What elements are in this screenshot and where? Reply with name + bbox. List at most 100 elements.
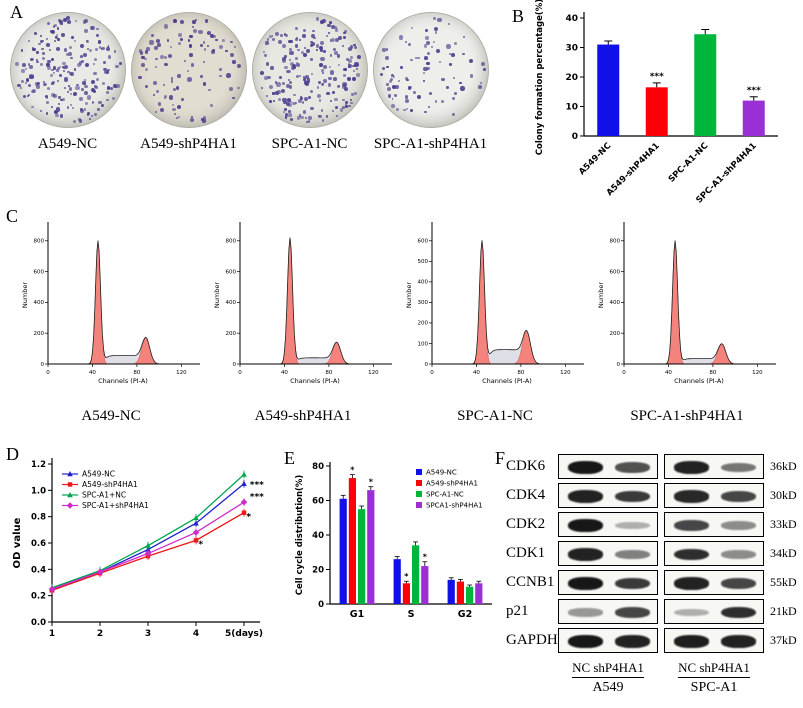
colony-dot [269, 99, 272, 103]
colony-dot [352, 70, 355, 73]
colony-dot [27, 63, 30, 66]
colony-dot [42, 80, 46, 84]
colony-dot [309, 43, 313, 48]
colony-dot [389, 77, 394, 82]
colony-dot [91, 101, 95, 105]
blot-box [558, 454, 658, 479]
colony-dot [230, 40, 234, 44]
colony-dot [178, 42, 181, 45]
protein-band [615, 490, 650, 503]
colony-dot [60, 98, 63, 102]
y-tick-label: 100 [418, 341, 429, 347]
colony-dot [289, 47, 293, 51]
bar [421, 566, 429, 604]
colony-dot [354, 45, 357, 49]
colony-dot [321, 71, 324, 74]
colony-dot [288, 40, 292, 44]
colony-dot [434, 31, 438, 34]
colony-dot [167, 54, 172, 59]
colony-dot [287, 113, 292, 117]
x-tick-label: 0 [238, 370, 242, 376]
protein-band [721, 462, 756, 473]
colony-dot [160, 107, 164, 112]
legend-swatch [416, 491, 422, 497]
marker-triangle [67, 492, 73, 498]
colony-dot [289, 118, 293, 122]
colony-dot [328, 76, 333, 81]
colony-dot [315, 44, 319, 48]
bar [402, 583, 410, 604]
colony-dot [334, 25, 337, 29]
colony-dot [166, 39, 170, 42]
colony-dot [399, 66, 403, 69]
x-tick-label: 0 [622, 370, 626, 376]
colony-dot [212, 49, 216, 53]
colony-dot [101, 46, 105, 51]
colony-dot [78, 97, 83, 102]
x-tick-label: 80 [325, 370, 332, 376]
s-phase-area [240, 237, 390, 364]
blot-box [664, 483, 764, 508]
protein-band [721, 550, 756, 559]
colony-dot [275, 91, 279, 95]
protein-band [568, 577, 603, 590]
colony-dot [299, 96, 303, 101]
colony-dot [139, 51, 144, 55]
colony-dot [267, 76, 271, 80]
colony-dot [331, 90, 335, 94]
bar [456, 581, 464, 604]
protein-band [721, 578, 756, 589]
cell-line-label: SPC-A1 [690, 680, 738, 695]
colony-dot [200, 75, 203, 78]
colony-dot [164, 55, 167, 59]
colony-dot [262, 50, 265, 53]
colony-dot [424, 55, 428, 60]
colony-dot [71, 106, 74, 109]
colony-dot [144, 57, 147, 60]
colony-dot [345, 100, 349, 105]
colony-dot [315, 49, 318, 52]
colony-dot [312, 29, 316, 33]
colony-dot [336, 54, 340, 58]
colony-dot [184, 60, 187, 63]
colony-dot [302, 76, 306, 79]
x-tick-label: 40 [473, 370, 480, 376]
colony-dot [154, 65, 158, 69]
protein-band [568, 519, 603, 532]
colony-dot [480, 61, 485, 66]
colony-dot [155, 57, 158, 61]
colony-dot [27, 94, 30, 97]
colony-dot [78, 61, 83, 65]
colony-dot [321, 82, 324, 85]
protein-band [615, 462, 650, 473]
colony-dot [423, 44, 428, 48]
colony-dot [46, 65, 51, 70]
colony-dot [96, 77, 100, 81]
colony-dot [449, 63, 452, 66]
colony-dot [64, 65, 69, 70]
colony-dot [63, 48, 68, 53]
colony-assay-row: A549-NC A549-shP4HA1 SPC-A1-NC SPC-A1-shP4H… [8, 12, 490, 153]
colony-dot [353, 43, 356, 47]
protein-band [615, 577, 650, 590]
colony-dot [35, 84, 40, 89]
panel-d-label: D [6, 444, 19, 464]
significance-marker: *** [650, 72, 664, 82]
colony-dot [404, 95, 409, 99]
colony-dot [155, 39, 160, 43]
colony-dot [189, 53, 193, 58]
colony-dot [64, 87, 66, 90]
colony-dot [49, 48, 52, 51]
colony-dot [176, 74, 181, 78]
y-axis-label: OD value [12, 517, 23, 568]
blot-box [558, 628, 658, 653]
x-tick-label: 40 [281, 370, 288, 376]
colony-dot [433, 27, 438, 32]
colony-dot [84, 102, 88, 106]
protein-band [615, 550, 650, 559]
colony-dot [282, 97, 287, 102]
colony-dot [107, 68, 110, 72]
dish-name: SPC-A1-shP4HA1 [373, 136, 488, 152]
colony-dot [176, 117, 179, 120]
colony-dot [410, 27, 414, 30]
